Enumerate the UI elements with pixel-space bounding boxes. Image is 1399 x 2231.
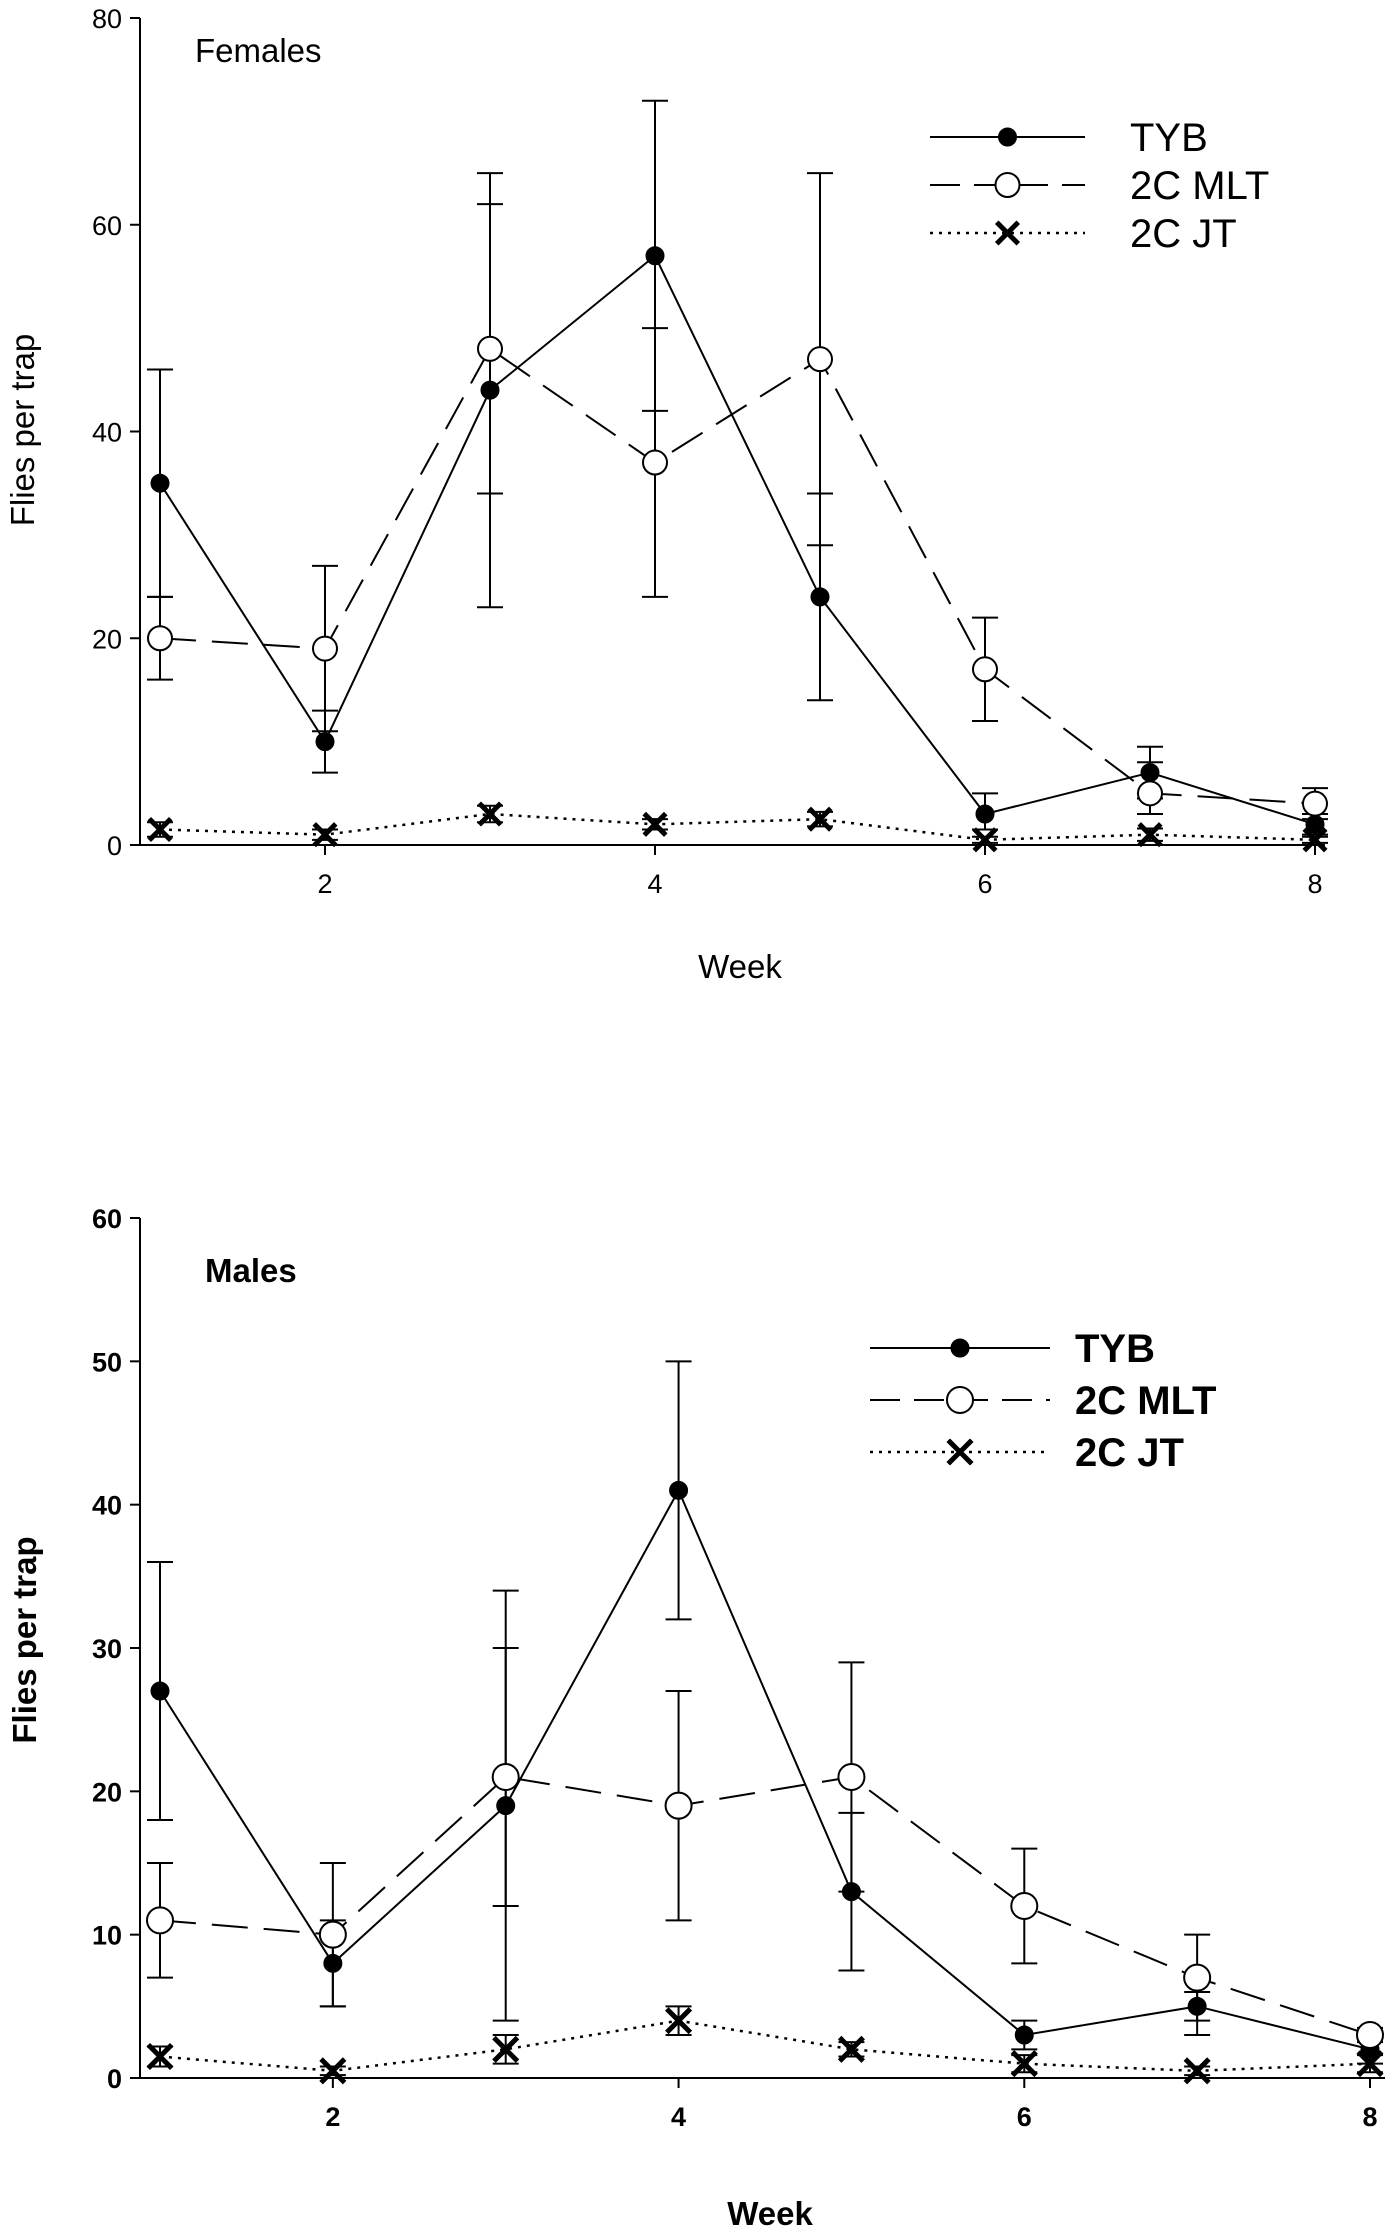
x-tick-label: 4 bbox=[671, 2102, 686, 2132]
data-point bbox=[1183, 2057, 1211, 2085]
x-tick-label: 6 bbox=[1017, 2102, 1032, 2132]
data-point bbox=[1014, 2025, 1034, 2045]
data-point bbox=[665, 2007, 693, 2035]
data-point bbox=[1137, 780, 1163, 807]
x-tick-label: 8 bbox=[1307, 869, 1322, 899]
y-tick-label: 80 bbox=[92, 4, 122, 34]
x-tick-label: 8 bbox=[1362, 2102, 1377, 2132]
y-tick-label: 20 bbox=[92, 624, 122, 654]
panel-title: Males bbox=[205, 1252, 297, 1289]
data-point bbox=[150, 473, 170, 493]
data-point bbox=[972, 656, 998, 683]
y-tick-label: 30 bbox=[92, 1634, 122, 1664]
legend-marker bbox=[994, 220, 1021, 246]
series-line bbox=[159, 1488, 1371, 2051]
y-tick-label: 20 bbox=[92, 1777, 122, 1807]
data-point bbox=[807, 346, 833, 373]
data-point bbox=[1010, 1892, 1039, 1920]
data-point bbox=[975, 804, 995, 824]
data-point bbox=[312, 822, 338, 848]
data-point bbox=[146, 2042, 174, 2071]
data-point bbox=[837, 2035, 865, 2063]
y-tick-label: 60 bbox=[92, 211, 122, 241]
data-point bbox=[1302, 790, 1328, 817]
series-line bbox=[159, 347, 1316, 805]
y-axis-label: Flies per trap bbox=[4, 334, 41, 527]
series-2c-mlt bbox=[147, 172, 1328, 821]
data-point bbox=[147, 816, 173, 843]
data-point bbox=[645, 246, 665, 266]
x-tick-label: 2 bbox=[317, 869, 332, 899]
data-point bbox=[319, 2057, 347, 2085]
legend-label: TYB bbox=[1130, 116, 1208, 160]
series-line bbox=[159, 812, 1316, 842]
y-tick-label: 10 bbox=[92, 1921, 122, 1951]
legend-marker bbox=[946, 1438, 974, 1466]
series-2c-mlt bbox=[146, 1589, 1384, 2049]
data-point bbox=[972, 827, 998, 853]
data-point bbox=[669, 1480, 689, 1500]
data-point bbox=[1010, 2050, 1038, 2078]
data-point bbox=[318, 1920, 347, 1949]
data-point bbox=[664, 1791, 693, 1820]
y-tick-label: 0 bbox=[107, 831, 122, 861]
data-point bbox=[642, 449, 668, 476]
legend-marker bbox=[998, 127, 1017, 147]
data-point bbox=[150, 1681, 170, 1701]
data-point bbox=[477, 335, 503, 362]
y-tick-label: 0 bbox=[107, 2064, 122, 2094]
x-axis-label: Week bbox=[698, 948, 782, 985]
legend-label: 2C MLT bbox=[1130, 164, 1269, 208]
x-tick-label: 4 bbox=[647, 869, 662, 899]
legend-marker bbox=[946, 1386, 974, 1414]
data-point bbox=[315, 732, 335, 752]
data-point bbox=[312, 635, 338, 662]
legend-label: 2C MLT bbox=[1075, 1379, 1216, 1423]
y-tick-label: 40 bbox=[92, 418, 122, 448]
data-point bbox=[1137, 822, 1163, 848]
males-panel: Males Week Flies per trap 0 10 20 30 40 50 60 2… bbox=[6, 1204, 1385, 2231]
x-tick-label: 2 bbox=[325, 2102, 340, 2132]
legend-label: 2C JT bbox=[1075, 1431, 1184, 1475]
series-2c-jt bbox=[146, 2005, 1384, 2085]
legend-marker bbox=[994, 172, 1021, 198]
data-point bbox=[146, 1906, 174, 1935]
y-tick-label: 50 bbox=[92, 1347, 122, 1377]
y-axis-label: Flies per trap bbox=[6, 1536, 43, 1743]
series-2c-jt bbox=[147, 801, 1328, 853]
x-tick-label: 6 bbox=[977, 869, 992, 899]
legend-label: TYB bbox=[1075, 1327, 1155, 1371]
data-point bbox=[1356, 2050, 1384, 2078]
data-point bbox=[1356, 2021, 1384, 2049]
x-axis-label: Week bbox=[727, 2195, 813, 2231]
data-point bbox=[1183, 1963, 1212, 1992]
data-point bbox=[1302, 827, 1328, 853]
series-line bbox=[159, 1775, 1371, 2036]
legend-label: 2C JT bbox=[1130, 212, 1237, 256]
panel-title: Females bbox=[195, 32, 322, 69]
legend-marker bbox=[950, 1338, 970, 1358]
females-panel: Females Week Flies per trap 0 20 40 60 80 2 4 6… bbox=[4, 4, 1328, 985]
data-point bbox=[837, 1763, 866, 1791]
data-point bbox=[491, 1763, 520, 1791]
data-point bbox=[642, 811, 668, 837]
data-point bbox=[810, 587, 830, 607]
data-point bbox=[807, 806, 833, 832]
data-point bbox=[147, 625, 173, 652]
data-point bbox=[492, 2035, 520, 2063]
y-tick-label: 60 bbox=[92, 1204, 122, 1234]
data-point bbox=[477, 801, 503, 827]
series-line bbox=[159, 254, 1316, 826]
y-tick-label: 40 bbox=[92, 1491, 122, 1521]
